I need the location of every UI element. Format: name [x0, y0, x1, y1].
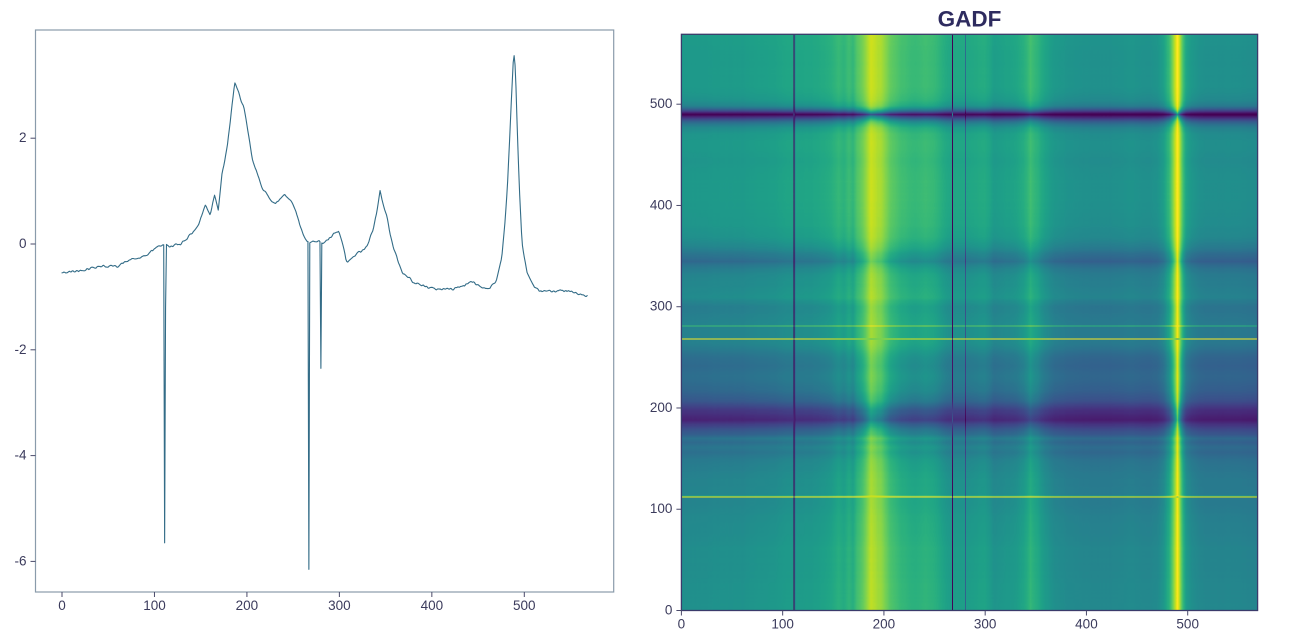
svg-text:200: 200	[236, 598, 259, 613]
svg-text:400: 400	[650, 197, 673, 212]
svg-text:500: 500	[513, 598, 536, 613]
svg-text:500: 500	[1176, 617, 1199, 632]
svg-text:GADF: GADF	[938, 7, 1002, 32]
svg-text:200: 200	[873, 617, 896, 632]
svg-text:0: 0	[19, 236, 27, 251]
svg-text:400: 400	[421, 598, 444, 613]
svg-text:-2: -2	[14, 342, 26, 357]
svg-text:200: 200	[650, 400, 673, 415]
svg-text:2: 2	[19, 130, 27, 145]
svg-text:300: 300	[328, 598, 351, 613]
svg-text:-4: -4	[14, 448, 26, 463]
svg-text:100: 100	[650, 501, 673, 516]
svg-text:100: 100	[143, 598, 166, 613]
svg-text:0: 0	[678, 617, 686, 632]
svg-text:300: 300	[974, 617, 997, 632]
svg-text:0: 0	[665, 603, 673, 618]
svg-text:0: 0	[58, 598, 66, 613]
svg-text:-6: -6	[14, 553, 26, 568]
svg-text:400: 400	[1075, 617, 1098, 632]
svg-text:500: 500	[650, 96, 673, 111]
svg-text:100: 100	[771, 617, 794, 632]
svg-text:300: 300	[650, 299, 673, 314]
